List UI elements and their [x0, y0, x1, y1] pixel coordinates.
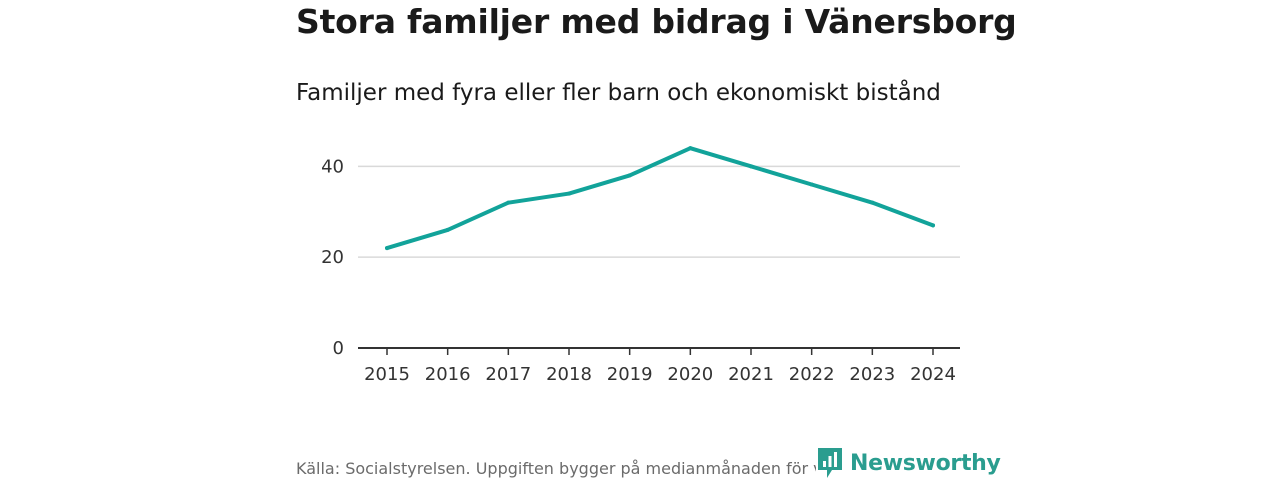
x-tick-label: 2020	[667, 364, 713, 385]
x-tick-label: 2019	[607, 364, 653, 385]
x-tick-label: 2021	[728, 364, 774, 385]
series-lines	[385, 146, 935, 251]
data-point	[688, 146, 693, 151]
newsworthy-logo-icon	[818, 448, 842, 478]
y-tick-label: 20	[321, 247, 344, 268]
data-point	[931, 223, 935, 228]
data-point	[627, 173, 632, 178]
data-point	[445, 227, 450, 232]
newsworthy-logo: Newsworthy	[816, 446, 1003, 480]
x-tick-label: 2018	[546, 364, 592, 385]
source-note: Källa: Socialstyrelsen. Uppgiften bygger…	[296, 459, 875, 478]
x-tick-label: 2017	[485, 364, 531, 385]
x-tick-label: 2016	[425, 364, 471, 385]
series-line	[385, 146, 935, 251]
x-axis: 2015 2016 2017 2018 2019 2020 2021 2022 2023 2024	[358, 347, 960, 385]
x-tick-label: 2023	[849, 364, 895, 385]
x-tick-label: 2015	[364, 364, 410, 385]
data-point	[385, 246, 389, 251]
data-point	[809, 182, 814, 187]
chart-title: Stora familjer med bidrag i Vänersborg	[296, 2, 1017, 41]
chart-subtitle: Familjer med fyra eller fler barn och ek…	[296, 80, 941, 106]
data-point	[506, 200, 511, 205]
data-point	[567, 191, 571, 196]
brand-name: Newsworthy	[850, 450, 1001, 476]
y-tick-label: 0	[333, 338, 344, 359]
y-tick-label: 40	[321, 156, 344, 177]
x-tick-label: 2022	[789, 364, 835, 385]
x-tick-label: 2024	[910, 364, 956, 385]
gridlines	[358, 165, 960, 258]
y-axis-ticks: 0 20 40	[321, 156, 344, 359]
data-point	[749, 164, 753, 169]
data-point	[870, 200, 875, 205]
